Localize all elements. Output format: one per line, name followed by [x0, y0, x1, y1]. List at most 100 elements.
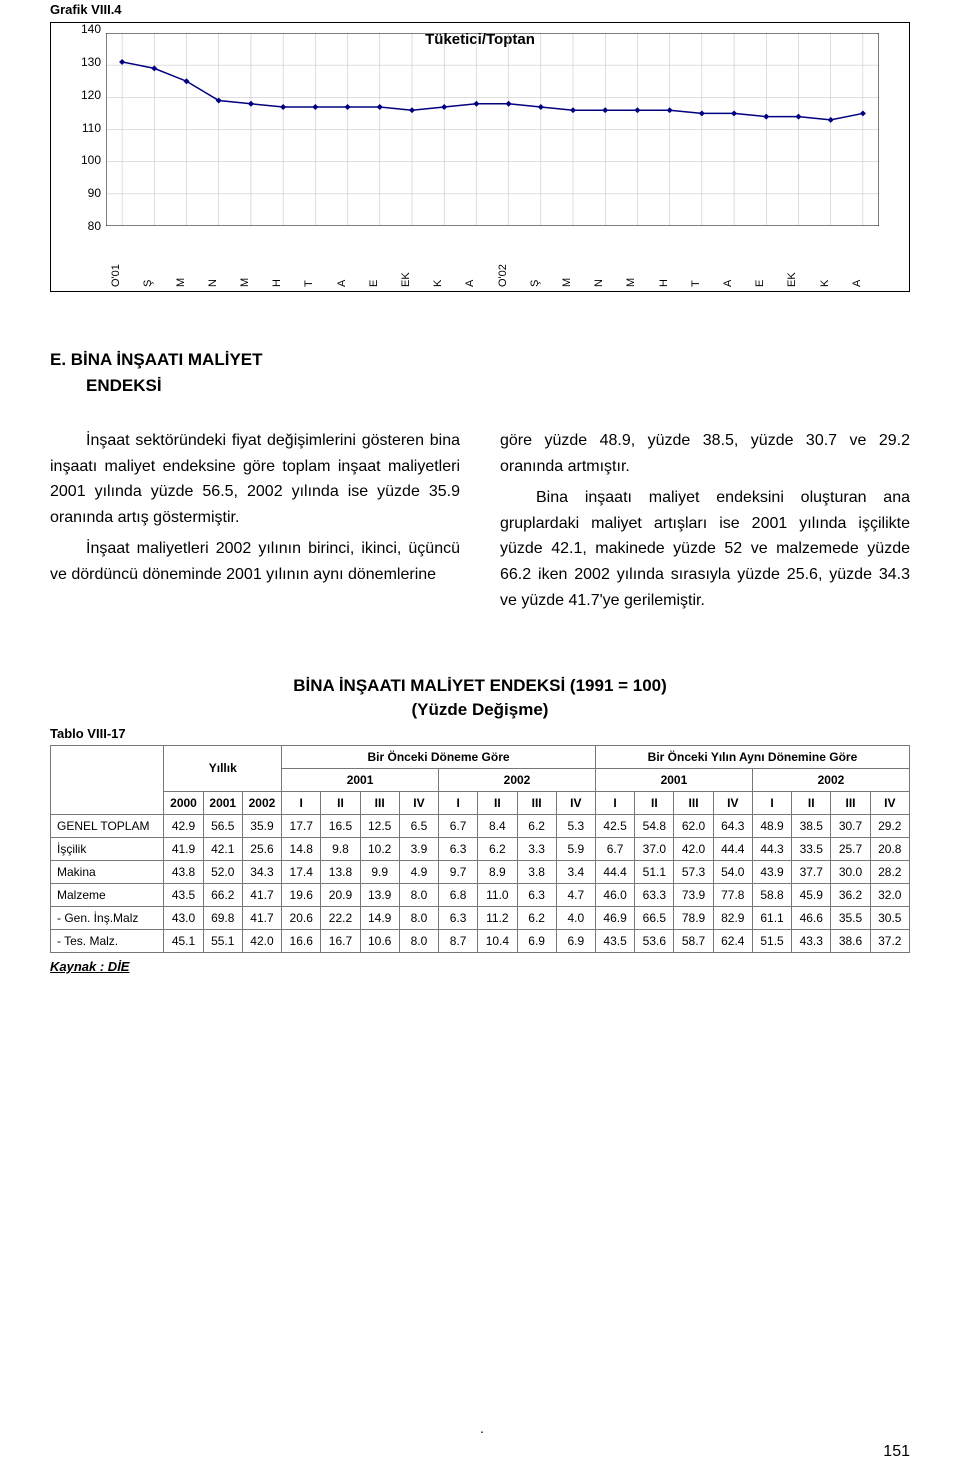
table-title-2: (Yüzde Değişme) — [50, 698, 910, 722]
cell: 63.3 — [635, 883, 674, 906]
cell: 13.8 — [321, 860, 360, 883]
paragraph: İnşaat maliyetleri 2002 yılının birinci,… — [50, 536, 460, 587]
page-number: 151 — [883, 1443, 910, 1461]
th-q: III — [831, 791, 870, 814]
cell: 43.5 — [595, 929, 634, 952]
cell: 8.9 — [478, 860, 517, 883]
cell: 22.2 — [321, 906, 360, 929]
cell: 51.5 — [752, 929, 791, 952]
cell: 20.9 — [321, 883, 360, 906]
cell: 12.5 — [360, 814, 399, 837]
cell: 5.3 — [556, 814, 595, 837]
th-q: II — [321, 791, 360, 814]
cell: 8.4 — [478, 814, 517, 837]
cell: 46.0 — [595, 883, 634, 906]
th-q: I — [595, 791, 634, 814]
th-year: 2000 — [164, 791, 203, 814]
th-q: IV — [870, 791, 909, 814]
cell: 3.9 — [399, 837, 438, 860]
cell: 69.8 — [203, 906, 242, 929]
table-row: GENEL TOPLAM42.956.535.917.716.512.56.56… — [51, 814, 910, 837]
cell: 42.0 — [242, 929, 281, 952]
cell: 6.3 — [517, 883, 556, 906]
cell: 6.7 — [439, 814, 478, 837]
cell: 4.9 — [399, 860, 438, 883]
th-q: IV — [556, 791, 595, 814]
cell: 25.7 — [831, 837, 870, 860]
cell: 41.9 — [164, 837, 203, 860]
cell: 10.4 — [478, 929, 517, 952]
cell: 43.8 — [164, 860, 203, 883]
cell: 4.0 — [556, 906, 595, 929]
cell: 16.6 — [282, 929, 321, 952]
cell: 28.2 — [870, 860, 909, 883]
chart-x-axis: O'01ŞMNMHTAEEKKAO'02ŞMNMHTAEEKKA — [106, 231, 879, 291]
cell: 51.1 — [635, 860, 674, 883]
th-q: II — [635, 791, 674, 814]
paragraph: Bina inşaatı maliyet endeksini oluşturan… — [500, 485, 910, 613]
cell: 46.6 — [792, 906, 831, 929]
cell: 3.3 — [517, 837, 556, 860]
cell: 38.6 — [831, 929, 870, 952]
cell: 42.9 — [164, 814, 203, 837]
cell: 6.9 — [556, 929, 595, 952]
th-q: I — [282, 791, 321, 814]
th-prev-period: Bir Önceki Döneme Göre — [282, 745, 596, 768]
cell: 17.7 — [282, 814, 321, 837]
cell: 9.9 — [360, 860, 399, 883]
cell: 45.9 — [792, 883, 831, 906]
th-prev-year: Bir Önceki Yılın Aynı Dönemine Göre — [595, 745, 909, 768]
th-yillik: Yıllık — [164, 745, 282, 791]
heading-line-2: ENDEKSİ — [50, 376, 162, 395]
cell: 3.8 — [517, 860, 556, 883]
cell: 6.9 — [517, 929, 556, 952]
cell: 44.4 — [595, 860, 634, 883]
cell: 64.3 — [713, 814, 752, 837]
th-q: II — [478, 791, 517, 814]
cell: 38.5 — [792, 814, 831, 837]
price-ratio-chart: Tüketici/Toptan 8090100110120130140 O'01… — [50, 22, 910, 292]
cell: 30.7 — [831, 814, 870, 837]
cell: 42.5 — [595, 814, 634, 837]
cell: 77.8 — [713, 883, 752, 906]
row-label: Malzeme — [51, 883, 164, 906]
th-q: I — [439, 791, 478, 814]
cell: 46.9 — [595, 906, 634, 929]
table-number: Tablo VIII-17 — [50, 726, 910, 741]
th-year: 2002 — [242, 791, 281, 814]
cell: 37.0 — [635, 837, 674, 860]
cell: 58.7 — [674, 929, 713, 952]
cell: 3.4 — [556, 860, 595, 883]
cell: 9.7 — [439, 860, 478, 883]
cell: 48.9 — [752, 814, 791, 837]
th-year: 2001 — [595, 768, 752, 791]
cell: 58.8 — [752, 883, 791, 906]
cell: 6.2 — [517, 906, 556, 929]
cell: 11.0 — [478, 883, 517, 906]
section-heading: E. BİNA İNŞAATI MALİYET ENDEKSİ — [50, 347, 350, 398]
cell: 30.5 — [870, 906, 909, 929]
cell: 42.1 — [203, 837, 242, 860]
cell: 35.5 — [831, 906, 870, 929]
table-row: - Tes. Malz.45.155.142.016.616.710.68.08… — [51, 929, 910, 952]
th-q: I — [752, 791, 791, 814]
cell: 45.1 — [164, 929, 203, 952]
cell: 54.8 — [635, 814, 674, 837]
cell: 30.0 — [831, 860, 870, 883]
cell: 43.0 — [164, 906, 203, 929]
table-row: Malzeme43.566.241.719.620.913.98.06.811.… — [51, 883, 910, 906]
cell: 25.6 — [242, 837, 281, 860]
cell: 8.0 — [399, 906, 438, 929]
cell: 41.7 — [242, 883, 281, 906]
cell: 37.7 — [792, 860, 831, 883]
th-year: 2001 — [282, 768, 439, 791]
table-block: BİNA İNŞAATI MALİYET ENDEKSİ (1991 = 100… — [50, 674, 910, 974]
chart-plot-area — [106, 33, 879, 226]
th-q: III — [517, 791, 556, 814]
cell: 14.9 — [360, 906, 399, 929]
cell: 43.3 — [792, 929, 831, 952]
th-year: 2001 — [203, 791, 242, 814]
th-year: 2002 — [439, 768, 596, 791]
cell: 57.3 — [674, 860, 713, 883]
cell: 6.5 — [399, 814, 438, 837]
